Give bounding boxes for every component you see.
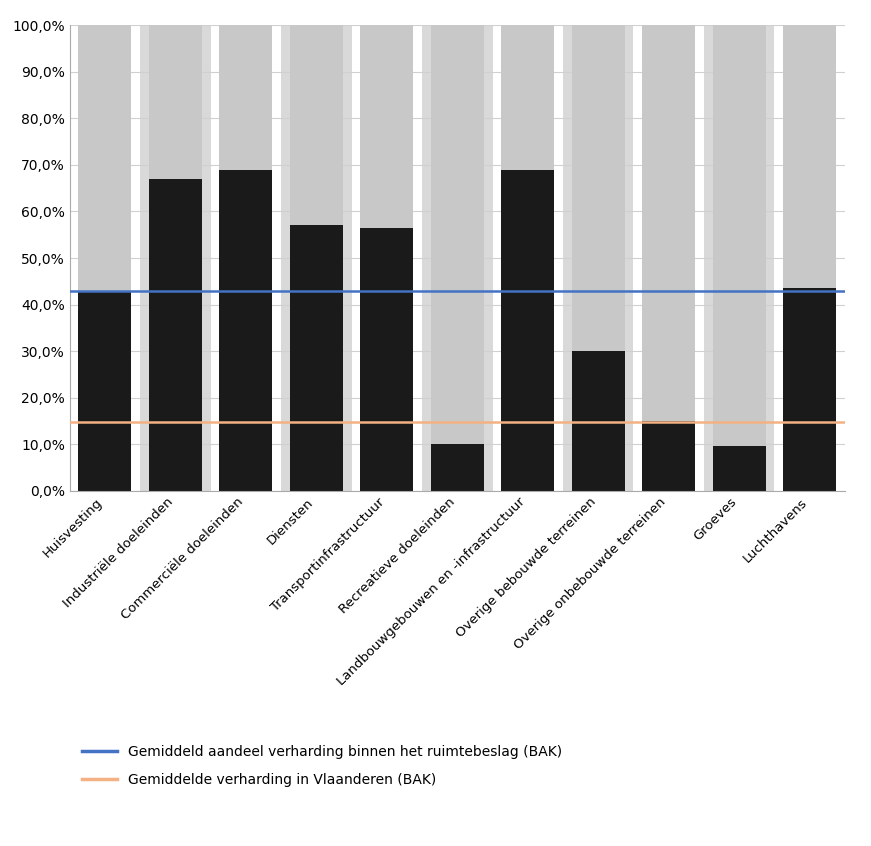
Bar [361,25,413,228]
Bar [774,25,845,491]
Bar [571,25,625,351]
Bar [352,25,422,491]
Bar [431,25,483,444]
Bar [290,226,343,491]
Bar [219,170,273,491]
Bar [149,25,202,179]
Bar [783,288,836,491]
Bar [70,25,140,491]
Bar [712,25,766,447]
Bar [211,25,281,491]
Bar [361,228,413,491]
Bar [704,25,774,491]
Bar [78,25,132,291]
Bar [290,25,343,226]
Bar [712,447,766,491]
Bar [281,25,352,491]
Legend: Gemiddeld aandeel verharding binnen het ruimtebeslag (BAK), Gemiddelde verhardin: Gemiddeld aandeel verharding binnen het … [77,739,568,793]
Bar [422,25,492,491]
Bar [642,25,695,421]
Bar [502,25,554,170]
Bar [633,25,704,491]
Bar [431,444,483,491]
Bar [78,291,132,491]
Bar [563,25,633,491]
Bar [149,179,202,491]
Bar [492,25,563,491]
Bar [783,25,836,288]
Bar [502,170,554,491]
Bar [219,25,273,170]
Bar [571,351,625,491]
Bar [140,25,211,491]
Bar [642,421,695,491]
